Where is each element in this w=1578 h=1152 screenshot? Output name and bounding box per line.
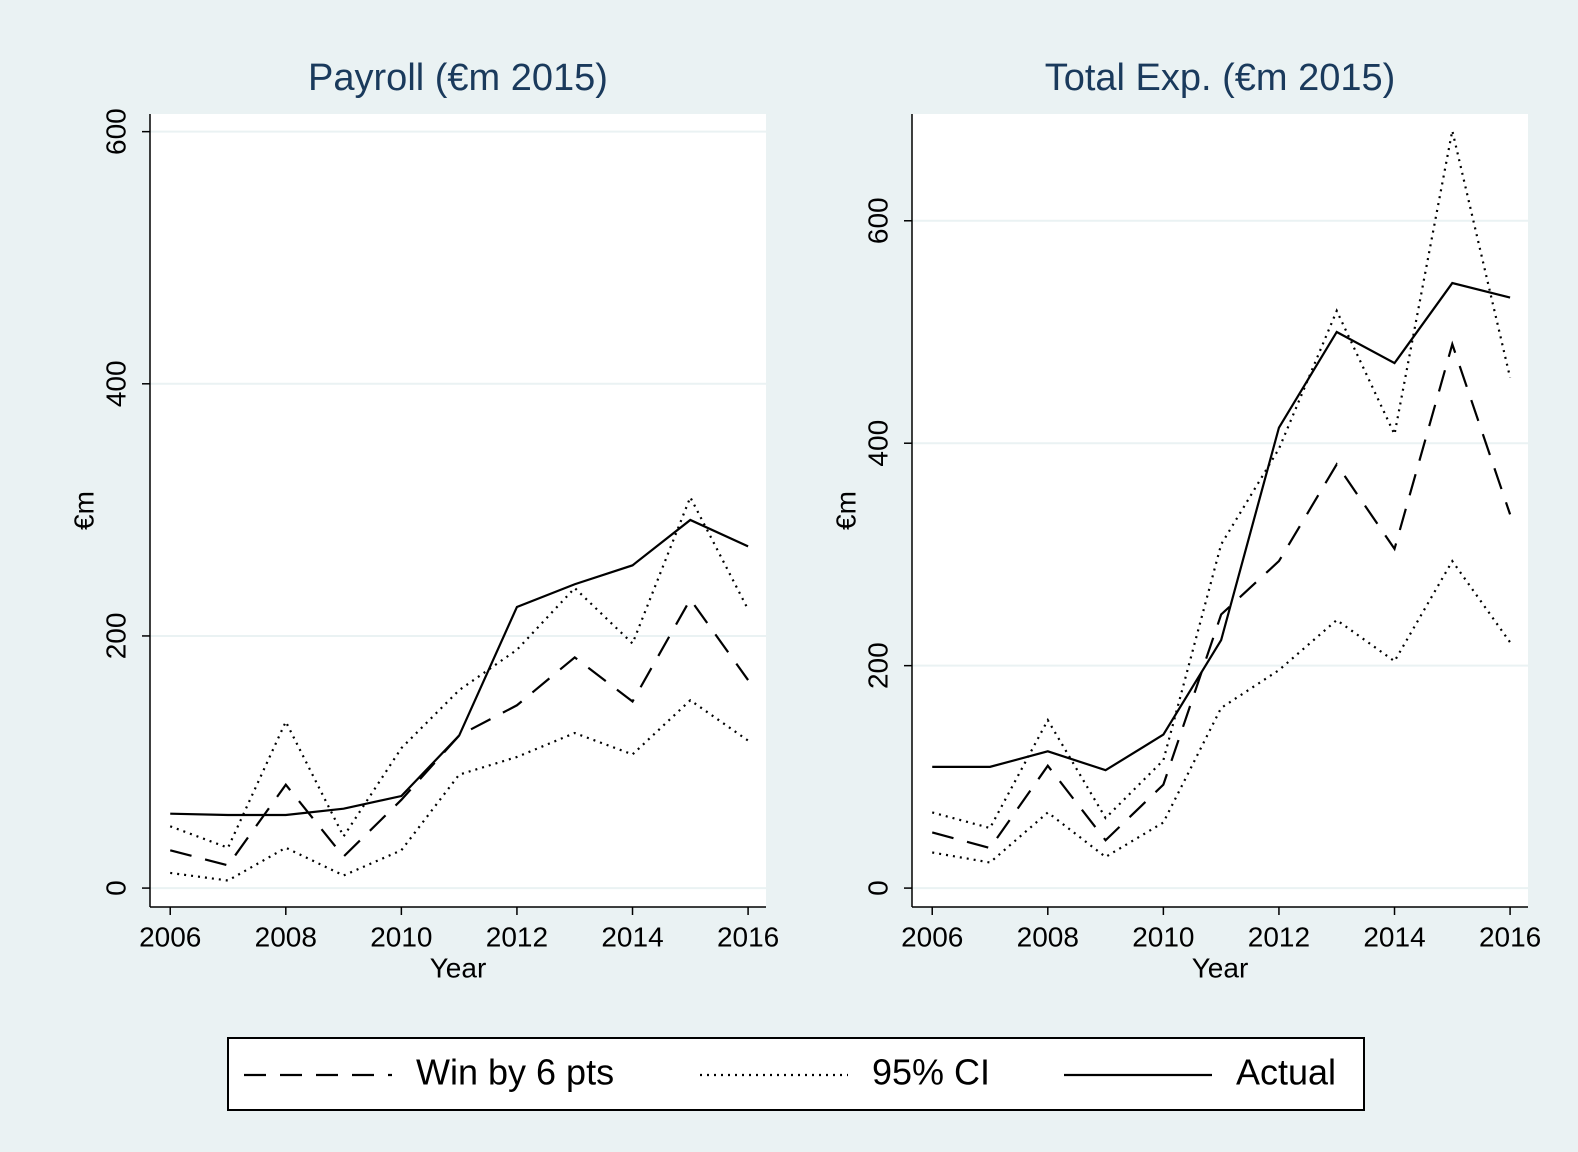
plot-area — [150, 114, 766, 907]
y-tick-label: 0 — [862, 880, 893, 896]
x-tick-label: 2016 — [717, 921, 779, 952]
x-tick-label: 2014 — [601, 921, 663, 952]
x-tick-label: 2014 — [1363, 921, 1425, 952]
x-tick-label: 2008 — [255, 921, 317, 952]
y-tick-label: 200 — [862, 642, 893, 689]
y-tick-label: 0 — [100, 880, 131, 896]
x-tick-label: 2010 — [1132, 921, 1194, 952]
chart-title: Total Exp. (€m 2015) — [1045, 57, 1396, 99]
series-line — [169, 494, 750, 850]
x-tick-label: 2008 — [1017, 921, 1079, 952]
series-line — [169, 597, 749, 867]
y-tick-label: 200 — [100, 613, 131, 660]
x-tick-label: 2012 — [1248, 921, 1310, 952]
y-tick-label: 600 — [862, 197, 893, 244]
x-axis-title: Year — [1192, 952, 1249, 983]
x-tick-label: 2010 — [370, 921, 432, 952]
legend-label: Actual — [1236, 1052, 1336, 1093]
x-tick-label: 2016 — [1479, 921, 1541, 952]
y-axis-title: €m — [68, 491, 99, 530]
chart-title: Payroll (€m 2015) — [308, 57, 608, 99]
x-tick-label: 2006 — [901, 921, 963, 952]
series-line — [170, 518, 749, 817]
series-line — [932, 559, 1511, 864]
x-tick-label: 2012 — [486, 921, 548, 952]
plot-area — [912, 114, 1528, 907]
y-tick-label: 400 — [862, 420, 893, 467]
series-line — [931, 340, 1512, 850]
legend-label: 95% CI — [872, 1052, 990, 1093]
x-tick-label: 2006 — [139, 921, 201, 952]
y-tick-label: 400 — [100, 360, 131, 407]
series-line — [932, 281, 1511, 772]
x-axis-title: Year — [430, 952, 487, 983]
y-tick-label: 600 — [100, 108, 131, 155]
y-axis-title: €m — [830, 491, 861, 530]
legend-label: Win by 6 pts — [416, 1052, 614, 1093]
